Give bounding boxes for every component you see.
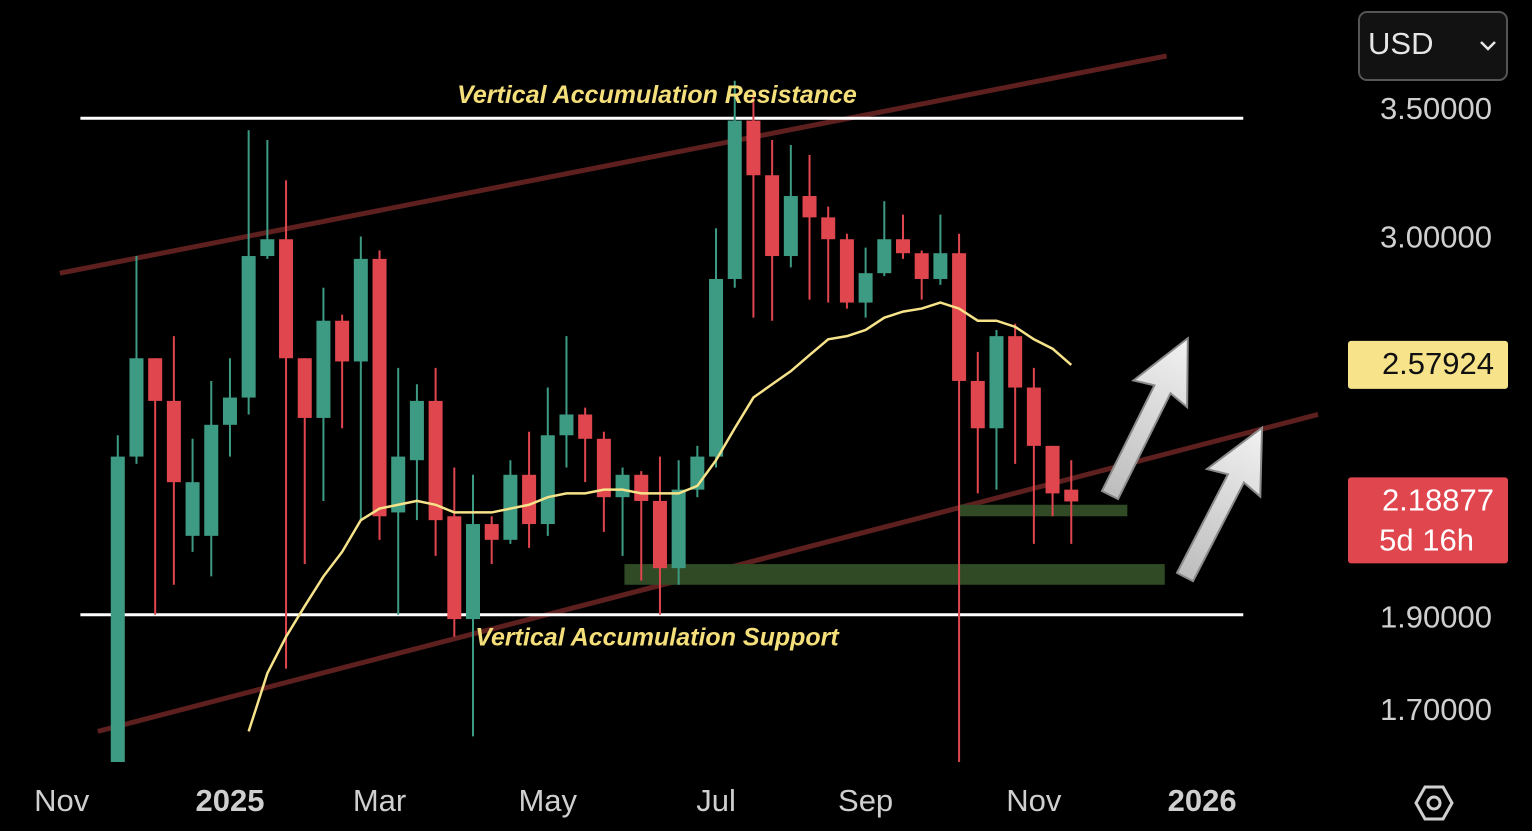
candle-body (297, 358, 312, 418)
level-label: Vertical Accumulation Support (475, 623, 840, 651)
y-tick-label: 1.90000 (1380, 599, 1492, 634)
candle-body (914, 253, 929, 279)
candle-body (709, 278, 724, 457)
candle-body (447, 516, 462, 620)
candle-body (540, 435, 555, 525)
candle-body (821, 217, 836, 240)
candle-body (559, 414, 574, 436)
support-zone (624, 564, 1165, 585)
candle-body (765, 175, 780, 257)
arrow (1175, 425, 1264, 583)
currency-box[interactable] (1358, 11, 1508, 81)
y-tick-label: 3.50000 (1380, 91, 1492, 126)
candle-body (166, 400, 181, 483)
candle-body (933, 253, 948, 279)
candle-body (503, 474, 518, 540)
arrow-shape (1100, 336, 1189, 501)
candle-body (1008, 336, 1023, 388)
chevron[interactable] (1480, 41, 1496, 51)
level-label: Vertical Accumulation Resistance (457, 81, 857, 109)
x-tick-label: Nov (1006, 783, 1062, 818)
x-tick-label: Mar (353, 783, 406, 818)
candle-body (148, 358, 163, 401)
candle-body (746, 120, 761, 176)
currency-select[interactable]: USD (1358, 11, 1508, 81)
candle-body (652, 500, 667, 569)
candle-body (727, 120, 742, 279)
candle-body (970, 380, 985, 429)
x-tick-label: Nov (34, 783, 90, 818)
candle-body (129, 358, 144, 457)
settings-icon[interactable] (1414, 785, 1454, 821)
candle-body (783, 196, 798, 257)
x-tick-label: May (518, 783, 577, 818)
candle-body (260, 239, 275, 257)
candle-body (372, 258, 387, 517)
candle-body (316, 320, 331, 418)
candle-body (428, 400, 443, 521)
candle-body (522, 474, 537, 525)
candle-body (896, 239, 910, 254)
candle-body (802, 196, 817, 218)
candle-body (1064, 489, 1079, 502)
candle-body (185, 482, 200, 536)
candle-body (671, 489, 686, 569)
currency-label[interactable]: USD (1368, 26, 1433, 61)
channel-line (59, 53, 1168, 276)
candle-body (877, 239, 892, 274)
plot-area (59, 53, 1319, 762)
candle-body (615, 474, 630, 498)
last-price-tag (1348, 477, 1508, 564)
countdown-label: 5d 16h (1379, 523, 1474, 558)
candle-body (1045, 445, 1060, 494)
candle-body (391, 456, 406, 513)
candle-body (634, 474, 649, 501)
candle-body (858, 273, 873, 303)
settings-icon-center[interactable] (1426, 795, 1442, 811)
candle-body (241, 256, 256, 398)
candle-body (279, 239, 294, 359)
candle-body (222, 397, 237, 425)
support-zone (959, 504, 1128, 517)
x-tick-label: Sep (838, 783, 893, 818)
candle-body (110, 456, 125, 762)
x-tick-label: 2025 (195, 783, 264, 818)
last-price-label: 2.18877 (1382, 483, 1494, 518)
candle-body (596, 438, 611, 498)
moving-average (247, 301, 1073, 732)
candle-body (989, 336, 1004, 429)
y-tick-label: 3.00000 (1380, 219, 1492, 254)
arrow (1100, 336, 1189, 501)
candle-body (952, 253, 967, 381)
y-tick-label: 1.70000 (1380, 692, 1492, 727)
candle-body (204, 424, 219, 536)
x-tick-label: Jul (696, 783, 736, 818)
candle-body (1026, 387, 1041, 446)
ma-price-label: 2.57924 (1382, 346, 1494, 381)
candle-body (409, 400, 424, 461)
candle-body (578, 414, 593, 439)
candle-body (839, 239, 854, 303)
candle-body (466, 524, 480, 620)
arrow-shape (1175, 425, 1264, 583)
candle-body (335, 320, 350, 362)
x-tick-label: 2026 (1168, 783, 1237, 818)
candle-body (353, 258, 368, 362)
candle-body (484, 524, 499, 540)
settings-button[interactable] (1414, 785, 1454, 821)
ma-price-tag (1348, 340, 1508, 389)
